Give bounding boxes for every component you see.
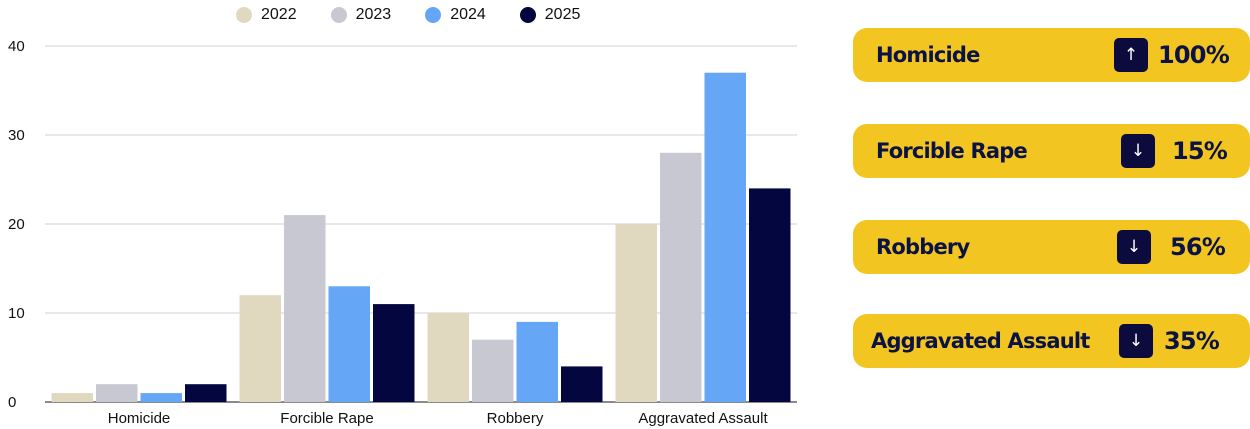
bar-2024-3 (704, 72, 746, 402)
bar-2022-3 (615, 224, 657, 402)
x-tick-label: Robbery (487, 410, 544, 427)
x-tick-label: Forcible Rape (280, 410, 373, 427)
legend-swatch-2025 (519, 7, 536, 23)
y-tick-label: 40 (8, 38, 25, 55)
bar-2022-2 (427, 313, 469, 402)
bar-2023-1 (284, 215, 326, 402)
bar-2023-0 (96, 384, 138, 402)
legend-label-2025: 2025 (544, 6, 581, 23)
x-tick-label: Homicide (108, 410, 171, 427)
bar-2023-2 (472, 339, 514, 402)
card-label-robbery: Robbery (876, 235, 970, 259)
card-label-aggravated-assault: Aggravated Assault (871, 329, 1090, 353)
card-percent-forcible-rape: 15% (1172, 137, 1228, 165)
bar-chart: 0 10 20 30 40 Homicide Forcible Rape Robbery Agg… (8, 38, 797, 427)
legend-swatch-2023 (330, 7, 347, 23)
bar-2025-2 (561, 366, 603, 402)
bar-2024-1 (328, 286, 370, 402)
arrow-down-icon: ↓ (1121, 134, 1155, 168)
bar-2024-0 (140, 393, 182, 402)
card-label-homicide: Homicide (876, 43, 980, 67)
legend-label-2022: 2022 (261, 6, 297, 23)
y-tick-label: 10 (8, 305, 25, 322)
arrow-down-icon: ↓ (1117, 230, 1151, 264)
arrow-down-icon: ↓ (1119, 324, 1153, 358)
legend-item-2024: 2024 (425, 6, 486, 24)
card-percent-aggravated-assault: 35% (1164, 327, 1220, 355)
bar-2025-0 (185, 384, 227, 402)
card-robbery: Robbery ↓ 56% (853, 220, 1250, 274)
y-tick-label: 30 (8, 127, 25, 144)
card-forcible-rape: Forcible Rape ↓ 15% (853, 124, 1250, 178)
bar-2025-1 (373, 304, 415, 402)
bar-2022-1 (239, 295, 281, 402)
bar-2022-0 (51, 393, 93, 402)
card-percent-homicide: 100% (1158, 41, 1230, 69)
card-percent-robbery: 56% (1170, 233, 1226, 261)
legend-swatch-2024 (425, 7, 442, 23)
arrow-up-icon: ↑ (1114, 38, 1148, 72)
card-aggravated-assault: Aggravated Assault ↓ 35% (853, 314, 1250, 368)
x-tick-label: Aggravated Assault (638, 410, 768, 427)
chart-legend: 2022 2023 2024 2025 (236, 6, 614, 24)
legend-label-2024: 2024 (450, 6, 486, 23)
legend-swatch-2022 (236, 7, 252, 23)
bar-2023-3 (660, 152, 702, 402)
y-tick-label: 20 (8, 216, 25, 233)
legend-item-2025: 2025 (519, 6, 581, 24)
bar-2024-2 (516, 321, 558, 402)
card-homicide: Homicide ↑ 100% (853, 28, 1250, 82)
card-label-forcible-rape: Forcible Rape (876, 139, 1028, 163)
bar-2025-3 (749, 188, 791, 402)
y-tick-label: 0 (8, 394, 16, 411)
legend-item-2022: 2022 (236, 6, 297, 24)
legend-item-2023: 2023 (330, 6, 392, 24)
legend-label-2023: 2023 (355, 6, 392, 23)
